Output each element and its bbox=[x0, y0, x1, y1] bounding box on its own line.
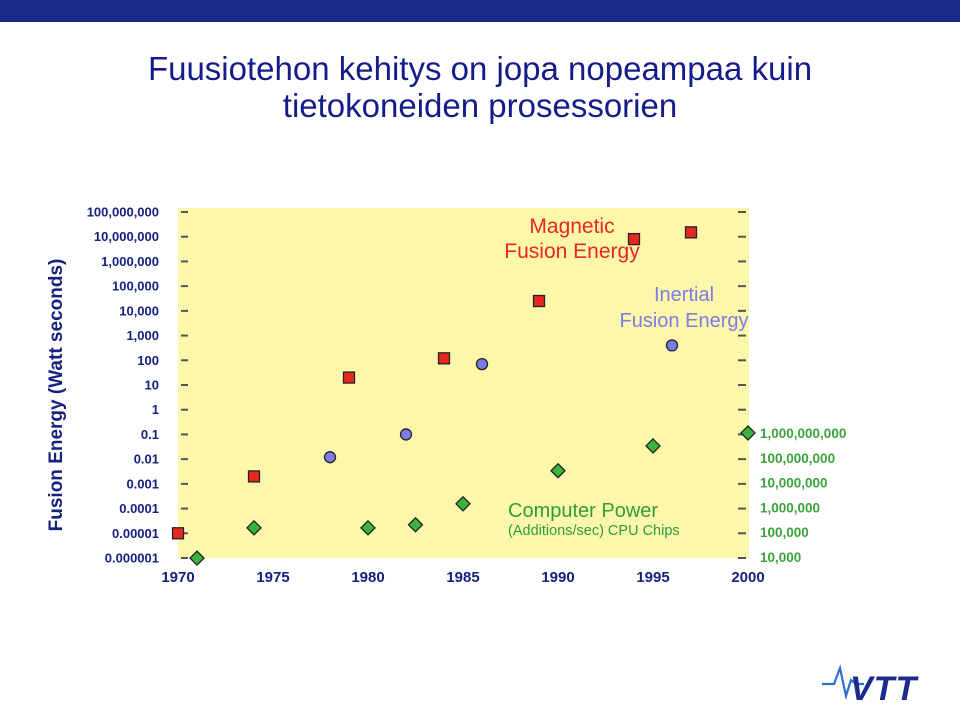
x-tick-label: 1970 bbox=[161, 569, 194, 586]
computer-label-line-2: (Additions/sec) CPU Chips bbox=[508, 523, 680, 539]
y-tick-label: 0.1 bbox=[141, 427, 159, 442]
magnetic-point bbox=[171, 527, 185, 540]
magnetic-point bbox=[342, 371, 356, 384]
magnetic-point bbox=[684, 226, 698, 239]
slide-title: Fuusiotehon kehitys on jopa nopeampaa ku… bbox=[0, 50, 960, 124]
y-tick-label: 10,000,000 bbox=[94, 229, 159, 244]
right-axis-tick-label: 10,000,000 bbox=[760, 476, 828, 491]
y-tick-label: 0.01 bbox=[134, 452, 159, 467]
right-axis-tick-label: 10,000 bbox=[760, 550, 801, 565]
x-tick-label: 2000 bbox=[731, 569, 764, 586]
slide-title-line-1: Fuusiotehon kehitys on jopa nopeampaa ku… bbox=[147, 50, 813, 87]
x-tick-label: 1975 bbox=[256, 569, 289, 586]
y-tick-label: 1,000,000 bbox=[101, 254, 159, 269]
y-tick-label: 10 bbox=[145, 378, 159, 393]
right-axis-tick-label: 100,000 bbox=[760, 525, 809, 540]
inertial-point bbox=[475, 357, 489, 371]
slide-title-line-2: tietokoneiden prosessorien bbox=[282, 87, 678, 124]
computer-point bbox=[189, 550, 205, 567]
x-tick-label: 1995 bbox=[636, 569, 669, 586]
y-tick-label: 0.001 bbox=[126, 476, 159, 491]
magnetic-point bbox=[437, 352, 451, 365]
vtt-logo-pulse bbox=[822, 664, 864, 701]
right-axis-tick-label: 100,000,000 bbox=[760, 451, 835, 466]
computer-label-line-1: Computer Power bbox=[508, 500, 658, 522]
magnetic-point bbox=[532, 294, 546, 308]
inertial-point bbox=[323, 451, 337, 464]
y-tick-label: 0.000001 bbox=[105, 551, 159, 566]
y-tick-label: 100,000 bbox=[112, 279, 159, 294]
vtt-logo-text: VTT bbox=[850, 670, 919, 706]
y-tick-label: 0.0001 bbox=[119, 501, 159, 516]
computer-point bbox=[740, 425, 756, 441]
computer-point bbox=[550, 462, 566, 479]
computer-point bbox=[360, 519, 376, 536]
magnetic-label-line-2: Fusion Energy bbox=[504, 240, 640, 263]
computer-point bbox=[645, 438, 661, 454]
x-tick-label: 1990 bbox=[541, 569, 574, 586]
y-tick-label: 100 bbox=[137, 353, 159, 368]
x-tick-label: 1980 bbox=[351, 569, 384, 586]
x-tick-label: 1985 bbox=[446, 569, 479, 586]
y-tick-label: 100,000,000 bbox=[87, 205, 159, 220]
computer-point bbox=[407, 516, 424, 533]
y-tick-label: 1,000 bbox=[126, 328, 159, 343]
magnetic-point bbox=[627, 232, 641, 246]
right-axis-tick-label: 1,000,000 bbox=[760, 500, 820, 515]
inertial-point bbox=[665, 339, 679, 352]
vtt-logo: VTT bbox=[822, 664, 919, 706]
magnetic-point bbox=[247, 470, 261, 483]
inertial-label-line-1: Inertial bbox=[654, 284, 714, 306]
right-axis-tick-label: 1,000,000,000 bbox=[760, 426, 846, 441]
y-tick-label: 1 bbox=[152, 402, 159, 417]
inertial-point bbox=[399, 428, 413, 441]
y-tick-label: 10,000 bbox=[119, 303, 159, 318]
y-axis-label: Fusion Energy (Watt seconds) bbox=[46, 259, 67, 532]
top-banner bbox=[0, 0, 960, 22]
inertial-label-line-2: Fusion Energy bbox=[620, 310, 749, 332]
magnetic-label-line-1: Magnetic bbox=[529, 215, 614, 238]
computer-point bbox=[455, 495, 471, 512]
computer-point bbox=[246, 519, 262, 536]
y-tick-label: 0.00001 bbox=[112, 526, 159, 541]
